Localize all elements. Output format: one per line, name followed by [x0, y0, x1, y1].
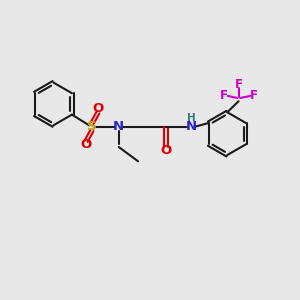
- Text: S: S: [87, 120, 97, 133]
- Text: F: F: [250, 89, 258, 102]
- Text: N: N: [185, 120, 197, 133]
- Text: O: O: [92, 103, 104, 116]
- Text: H: H: [187, 113, 196, 123]
- Text: O: O: [80, 138, 92, 151]
- Text: F: F: [235, 78, 243, 91]
- Text: F: F: [220, 89, 228, 102]
- Text: N: N: [113, 120, 124, 133]
- Text: O: O: [161, 144, 172, 157]
